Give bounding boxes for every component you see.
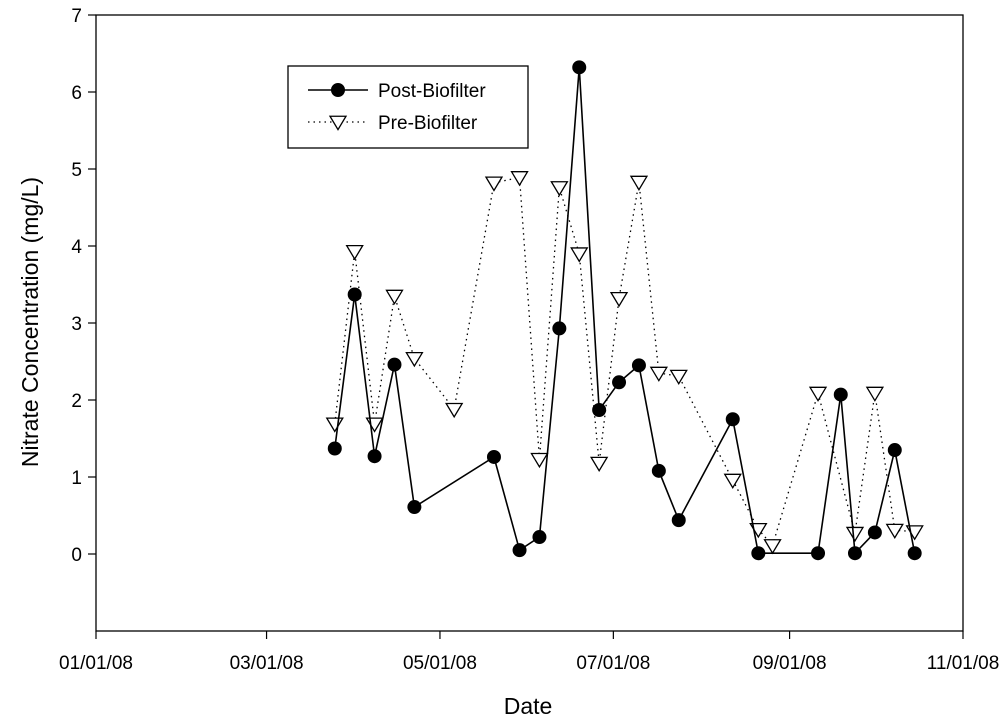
post-biofilter-point [887,443,902,458]
pre-biofilter-point [510,171,529,187]
post-biofilter-point [833,387,848,402]
post-biofilter-point [347,287,362,302]
x-tick-label: 05/01/08 [403,653,477,674]
post-biofilter-point [651,463,666,478]
post-biofilter-point [847,546,862,561]
post-biofilter-point [486,449,501,464]
pre-biofilter-point [629,175,649,191]
post-biofilter-point [671,513,686,528]
x-axis-title: Date [504,693,553,719]
pre-biofilter-point [325,417,344,433]
pre-biofilter-point [609,291,629,308]
pre-biofilter-point [885,523,904,539]
series-pre-biofilter [325,171,924,555]
post-biofilter-point [612,375,627,390]
post-biofilter-point [532,530,547,545]
y-tick-label: 5 [71,160,82,181]
post-biofilter-point [407,500,422,515]
pre-biofilter-point [345,244,364,261]
legend-pre-label: Pre-Biofilter [378,113,478,134]
post-biofilter-point [387,357,402,372]
x-tick-label: 11/01/08 [927,653,1000,674]
y-tick-label: 0 [71,545,82,566]
pre-biofilter-point [723,473,742,489]
legend-post-marker [331,83,345,97]
y-tick-label: 3 [71,314,82,335]
axes: 0 1 2 3 4 5 6 7 01/01/08 03/01/08 05/01/08 07/01/08… [59,6,999,674]
pre-biofilter-point [530,452,549,469]
x-tick-label: 09/01/08 [753,653,827,674]
post-biofilter-point [811,546,826,561]
post-biofilter-point [572,60,587,75]
pre-biofilter-point [763,539,782,555]
post-biofilter-point [751,546,766,561]
post-biofilter-point [592,403,607,418]
pre-biofilter-point [445,402,464,419]
pre-biofilter-point [405,352,424,368]
pre-biofilter-point [570,247,589,263]
series-post-biofilter [327,60,922,561]
post-biofilter-point [725,412,740,427]
pre-biofilter-point [484,176,504,192]
series-layer [325,60,924,561]
pre-biofilter-point [589,456,609,473]
post-biofilter-point [631,358,646,373]
legend: Post-Biofilter Pre-Biofilter [287,65,529,149]
pre-biofilter-point [649,366,668,382]
pre-biofilter-point [865,386,885,402]
post-biofilter-point [907,546,922,561]
x-tick-label: 01/01/08 [59,653,133,674]
y-tick-label: 2 [71,391,82,412]
y-tick-label: 7 [71,6,82,27]
post-biofilter-point [327,441,342,456]
legend-pre-marker [328,115,348,131]
y-tick-label: 6 [71,83,82,104]
post-biofilter-point [512,543,527,558]
plot-frame [95,14,964,632]
legend-post-label: Post-Biofilter [378,81,486,102]
pre-biofilter-point [808,386,828,402]
pre-biofilter-point [669,369,688,385]
x-tick-label: 03/01/08 [230,653,304,674]
y-tick-label: 4 [71,237,82,258]
post-biofilter-point [552,321,567,336]
legend-box [287,65,529,149]
pre-biofilter-point [845,526,865,543]
pre-biofilter-point [385,289,404,305]
post-biofilter-point [867,525,882,540]
pre-biofilter-point [550,181,569,197]
y-tick-label: 1 [71,468,82,489]
post-biofilter-point [367,449,382,464]
x-tick-label: 07/01/08 [576,653,650,674]
y-axis-title: Nitrate Concentration (mg/L) [17,177,43,467]
